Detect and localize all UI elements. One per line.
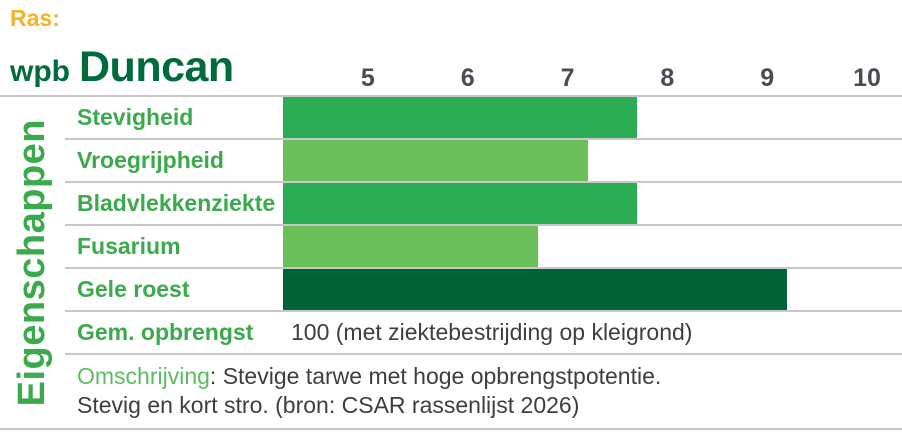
row-plot (283, 140, 902, 181)
y-axis-title-column: Eigenschappen (0, 97, 65, 428)
row-plot (283, 269, 902, 310)
row-label: Vroegrijpheid (77, 147, 224, 173)
variety-description: Omschrijving: Stevige tarwe met hoge opb… (65, 355, 902, 428)
axis-tick: 6 (460, 64, 475, 92)
row-label: Stevigheid (77, 104, 194, 130)
chart-row: Fusarium (65, 226, 902, 269)
x-axis-ticks: 5 6 7 8 9 10 (283, 61, 902, 93)
row-plot (283, 183, 902, 224)
chart-rows: Stevigheid Vroegrijpheid Bladvlekkenziek… (65, 97, 902, 428)
ras-label: Ras: (10, 5, 60, 31)
row-plot (283, 97, 902, 138)
header: Ras: wpb Duncan 5 6 7 8 9 10 (0, 0, 902, 95)
description-line1: : Stevige tarwe met hoge opbrengstpotent… (209, 363, 662, 389)
variety-prefix: wpb (10, 55, 70, 88)
axis-tick: 10 (853, 64, 881, 92)
variety-title: wpb Duncan (10, 43, 234, 92)
description-term: Omschrijving (77, 363, 210, 389)
chart-row: Stevigheid (65, 97, 902, 140)
y-axis-title: Eigenschappen (11, 118, 53, 407)
axis-tick: 8 (660, 64, 675, 92)
ratings-chart: Eigenschappen Stevigheid Vroegrijpheid B… (0, 95, 902, 430)
axis-tick: 7 (560, 64, 575, 92)
axis-tick: 9 (760, 64, 775, 92)
row-label: Fusarium (77, 233, 181, 259)
chart-row-yield: Gem. opbrengst 100 (met ziektebestrijdin… (65, 312, 902, 355)
bar (283, 269, 788, 310)
bar (283, 97, 638, 138)
variety-name: Duncan (79, 43, 234, 91)
axis-tick: 5 (360, 64, 375, 92)
bar (283, 226, 538, 267)
chart-row: Bladvlekkenziekte (65, 183, 902, 226)
row-label: Gem. opbrengst (77, 319, 254, 345)
chart-row: Gele roest (65, 269, 902, 312)
description-line2: Stevig en kort stro. (bron: CSAR rassenl… (77, 392, 580, 418)
row-label: Bladvlekkenziekte (77, 190, 276, 216)
bar (283, 183, 638, 224)
row-plot (283, 226, 902, 267)
bar (283, 140, 588, 181)
yield-value-text: 100 (met ziektebestrijding op kleigrond) (291, 319, 693, 345)
chart-row: Vroegrijpheid (65, 140, 902, 183)
row-label: Gele roest (77, 276, 190, 302)
